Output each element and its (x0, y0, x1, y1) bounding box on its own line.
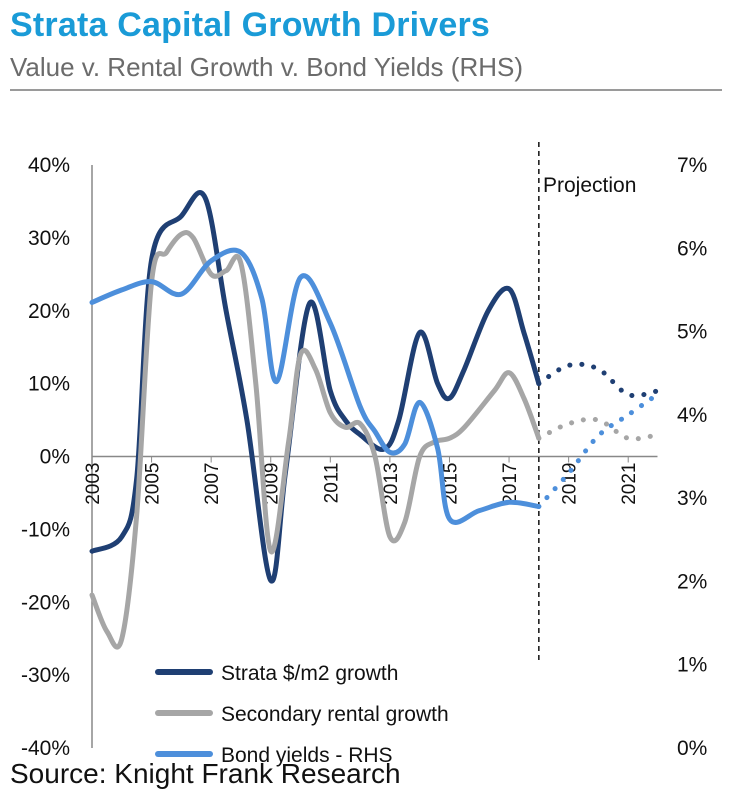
x-tick-label: 2017 (500, 463, 521, 505)
right-y-tick-label: 3% (677, 487, 707, 510)
series-line-1 (89, 230, 542, 650)
legend-label: Secondary rental growth (221, 703, 449, 726)
right-y-tick-label: 7% (677, 154, 707, 177)
x-tick-label: 2007 (202, 463, 223, 505)
left-y-tick-label: 30% (28, 227, 70, 250)
x-tick-label: 2021 (619, 463, 640, 505)
right-y-tick-label: 6% (677, 237, 707, 260)
left-y-tick-label: -30% (21, 664, 70, 687)
right-y-tick-label: 4% (677, 404, 707, 427)
right-y-tick-label: 0% (677, 737, 707, 760)
chart-subtitle: Value v. Rental Growth v. Bond Yields (R… (10, 52, 523, 82)
left-y-tick-label: 40% (28, 154, 70, 177)
left-y-tick-label: 20% (28, 300, 70, 323)
x-tick-label: 2005 (143, 463, 164, 505)
left-y-tick-label: -10% (21, 518, 70, 541)
right-y-tick-label: 1% (677, 654, 707, 677)
source-note: Source: Knight Frank Research (10, 758, 401, 789)
left-y-tick-label: -40% (21, 737, 70, 760)
x-tick-label: 2003 (83, 463, 104, 505)
projection-label: Projection (543, 174, 636, 197)
chart-title: Strata Capital Growth Drivers (10, 6, 491, 44)
title-divider (10, 89, 722, 91)
left-y-tick-label: -20% (21, 591, 70, 614)
x-tick-label: 2013 (381, 463, 402, 505)
x-tick-label: 2019 (560, 463, 581, 505)
series-line-0 (89, 190, 542, 584)
series-projection-0 (536, 361, 661, 399)
x-tick-label: 2011 (321, 463, 342, 504)
right-y-tick-label: 2% (677, 570, 707, 593)
series-projection-1 (536, 416, 661, 442)
right-y-tick-label: 5% (677, 321, 707, 344)
series-line-2 (89, 247, 542, 525)
left-y-tick-label: 10% (28, 373, 70, 396)
legend-label: Strata $/m2 growth (221, 662, 398, 685)
left-y-tick-label: 0% (40, 446, 70, 469)
legend-label: Bond yields - RHS (221, 744, 393, 767)
x-tick-label: 2009 (262, 463, 283, 505)
